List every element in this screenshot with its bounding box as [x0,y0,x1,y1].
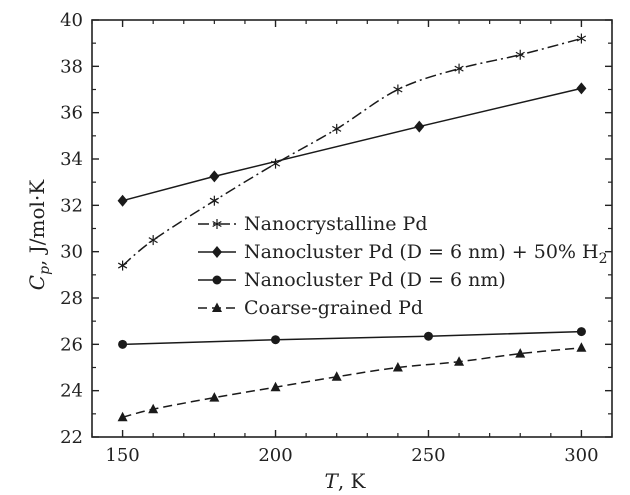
series-line-coarse-grained-pd [122,347,582,419]
y-tick-label: 40 [60,10,83,31]
data-point-coarse-grained-pd [117,411,128,422]
x-tick-label: 300 [564,445,598,466]
data-point-nanocluster-pd-d-6-nm [576,327,586,337]
y-tick-label: 22 [60,427,83,448]
y-tick-label: 36 [60,103,83,124]
legend-marker [212,219,222,229]
y-tick-label: 24 [60,381,83,402]
data-point-nanocrystalline-pd [576,33,587,44]
data-point-nanocrystalline-pd [515,49,525,60]
y-tick-label: 28 [60,288,83,309]
legend-item: Nanocrystalline Pd [198,213,428,235]
data-point-nanocrystalline-pd [393,84,403,95]
data-point-coarse-grained-pd [331,371,342,381]
data-point-nanocrystalline-pd [209,195,219,206]
axis-ticks: 150 200 250 300 22 24 26 28 30 32 34 36 38 40 [60,10,613,466]
legend-label: Nanocluster Pd (D = 6 nm) [244,269,506,291]
data-point-nanocluster-pd-d-6-nm-50-h2 [117,194,128,207]
x-tick-label: 200 [258,445,292,466]
legend: Nanocrystalline Pd Nanocluster Pd (D = 6 … [198,213,608,319]
data-point-coarse-grained-pd [576,342,587,352]
data-point-nanocluster-pd-d-6-nm-50-h2 [576,82,587,95]
legend-marker [212,275,222,285]
x-axis-label: T, K [325,469,367,493]
data-point-nanocrystalline-pd [148,235,158,246]
data-point-coarse-grained-pd [209,392,220,402]
legend-label: Nanocrystalline Pd [244,213,428,235]
legend-marker [212,302,222,312]
series-line-nanocluster-pd-d-6-nm-50-h2 [122,87,582,202]
legend-label: Coarse-grained Pd [244,297,423,319]
data-point-nanocrystalline-pd [454,63,464,74]
legend-item: Nanocluster Pd (D = 6 nm) + 50% H2 [198,241,608,267]
data-point-nanocluster-pd-d-6-nm [271,335,281,345]
series-line-nanocluster-pd-d-6-nm [122,330,582,346]
data-point-coarse-grained-pd [515,348,526,358]
y-tick-label: 26 [60,334,83,355]
y-axis-label: Cp, J/mol·K [25,179,53,291]
data-point-nanocluster-pd-d-6-nm-50-h2 [414,120,425,133]
y-tick-label: 34 [60,149,83,170]
data-point-coarse-grained-pd [148,403,159,414]
data-point-nanocluster-pd-d-6-nm [423,331,433,341]
y-tick-label: 32 [60,195,83,216]
y-axis-title: Cp, J/mol·K [25,179,53,291]
data-point-nanocrystalline-pd [332,123,342,134]
legend-item: Coarse-grained Pd [198,297,423,319]
data-point-nanocrystalline-pd [270,158,281,169]
data-point-nanocluster-pd-d-6-nm [118,339,128,349]
data-point-nanocluster-pd-d-6-nm-50-h2 [209,170,220,183]
y-tick-label: 30 [60,242,83,263]
data-point-coarse-grained-pd [270,381,281,392]
y-tick-label: 38 [60,56,83,77]
legend-marker [212,246,222,258]
legend-label: Nanocluster Pd (D = 6 nm) + 50% H2 [244,241,608,267]
legend-item: Nanocluster Pd (D = 6 nm) [198,269,506,291]
data-point-coarse-grained-pd [454,356,465,366]
series-markers [117,33,587,422]
x-tick-label: 250 [411,445,445,466]
data-point-nanocrystalline-pd [117,260,128,271]
data-point-coarse-grained-pd [392,362,403,372]
x-tick-label: 150 [105,445,139,466]
